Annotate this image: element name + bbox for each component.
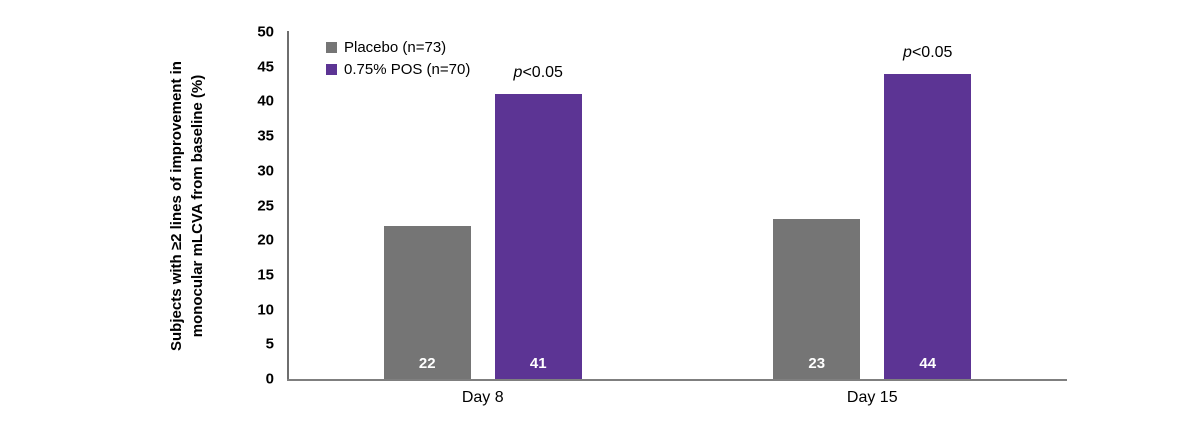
legend-item: Placebo (n=73) bbox=[326, 36, 470, 58]
bar-day-15-series-0: 23 bbox=[773, 219, 861, 379]
y-axis-ticks: 0 5 10 15 20 25 30 35 40 45 50 bbox=[228, 0, 274, 421]
y-tick-label: 0 bbox=[265, 370, 274, 388]
legend-label: Placebo (n=73) bbox=[344, 38, 447, 56]
p-value-annotation: p<0.05 bbox=[903, 43, 953, 61]
legend-label: 0.75% POS (n=70) bbox=[344, 60, 471, 78]
y-axis-line bbox=[287, 31, 289, 381]
y-tick-label: 35 bbox=[257, 127, 274, 145]
x-axis-label: Day 15 bbox=[846, 389, 898, 406]
bar-day-15-series-1: 44 bbox=[884, 73, 972, 379]
bar-value-label: 22 bbox=[418, 354, 436, 372]
p-value-annotation: p<0.05 bbox=[513, 64, 563, 82]
y-tick-label: 30 bbox=[257, 162, 274, 180]
y-tick-label: 25 bbox=[257, 197, 274, 214]
legend-marker-icon bbox=[326, 63, 337, 75]
y-tick-label: 10 bbox=[257, 301, 274, 319]
bar-day-8-series-1: 41 bbox=[494, 94, 582, 379]
y-tick-label: 45 bbox=[257, 58, 274, 76]
y-tick-label: 5 bbox=[265, 335, 274, 353]
x-axis-line bbox=[287, 379, 1067, 381]
bar-value-label: 44 bbox=[919, 354, 937, 372]
legend: Placebo (n=73) 0.75% POS (n=70) bbox=[326, 36, 470, 80]
y-tick-label: 50 bbox=[257, 23, 274, 41]
y-tick-label: 40 bbox=[257, 92, 274, 110]
y-tick-label: 15 bbox=[257, 266, 274, 284]
bar-day-8-series-0: 22 bbox=[383, 226, 471, 379]
bar-value-label: 41 bbox=[529, 354, 547, 372]
y-tick-label: 20 bbox=[257, 231, 274, 249]
x-axis-label: Day 8 bbox=[461, 389, 504, 406]
bar-value-label: 23 bbox=[808, 354, 826, 372]
legend-marker-icon bbox=[326, 41, 337, 53]
legend-item: 0.75% POS (n=70) bbox=[326, 58, 470, 80]
